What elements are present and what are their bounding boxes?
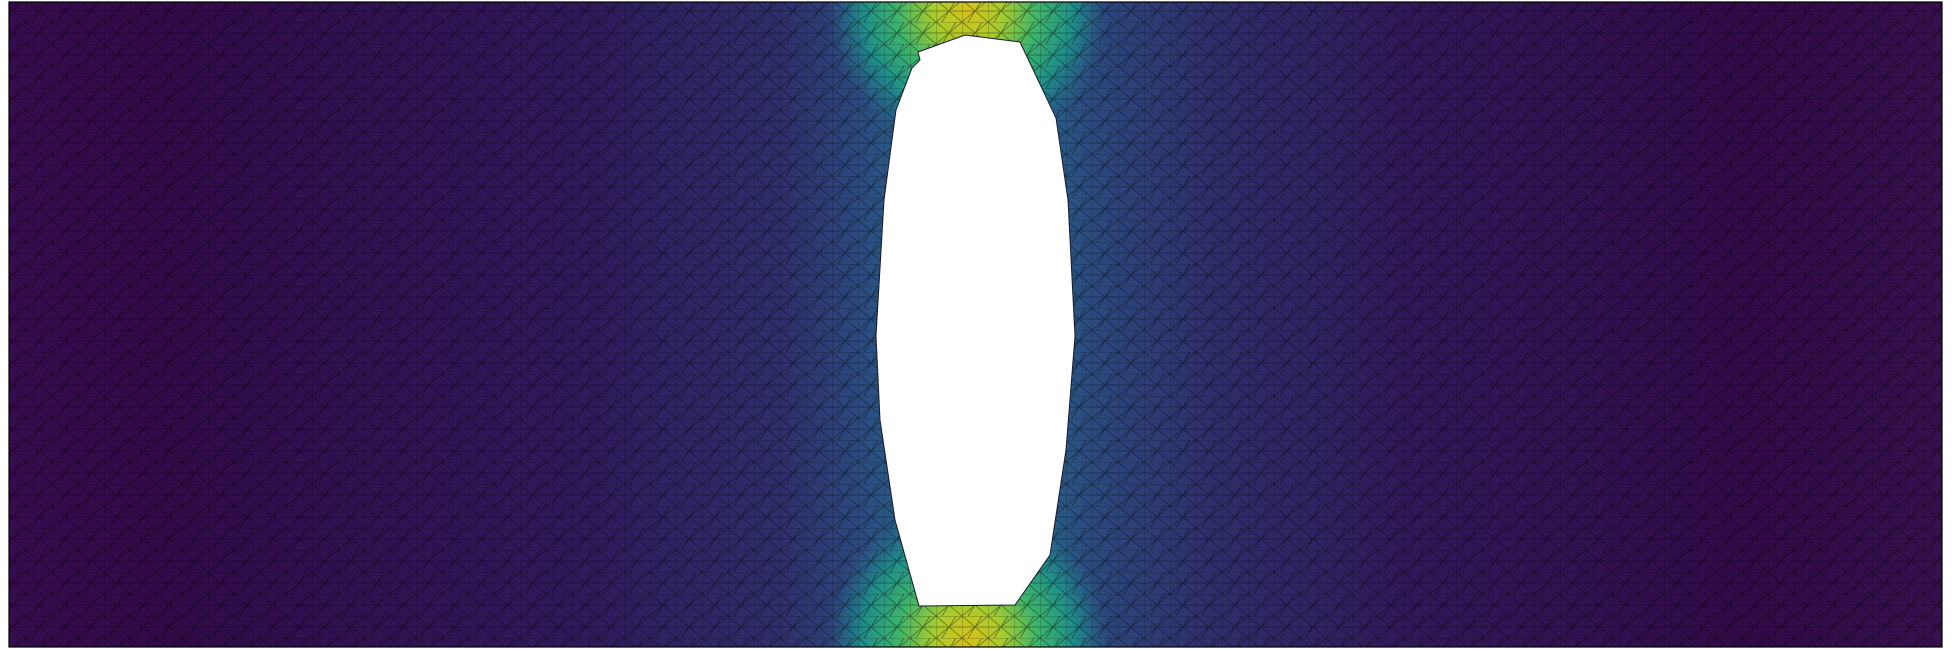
mesh-border: [8, 1, 1943, 648]
hole: [875, 34, 1076, 607]
